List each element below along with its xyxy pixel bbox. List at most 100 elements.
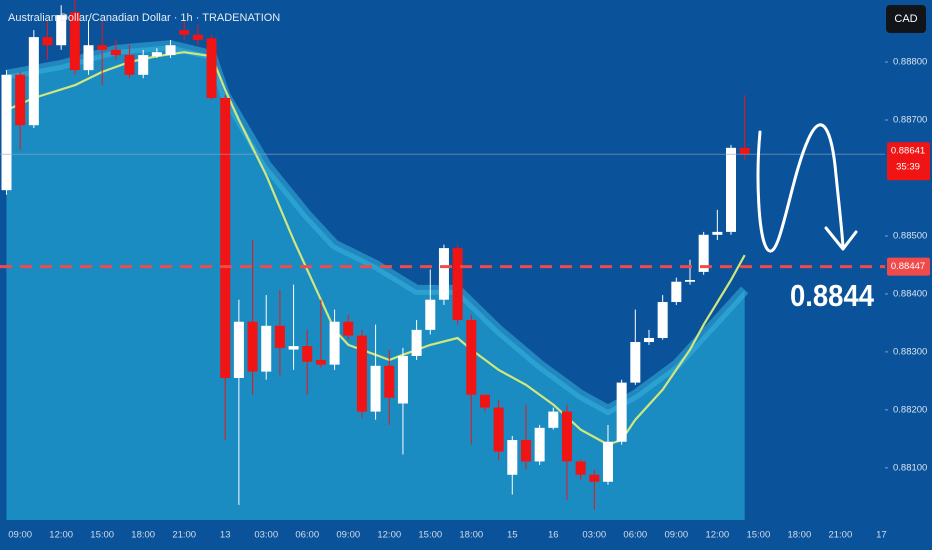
y-tick-label: 0.88200 xyxy=(893,404,927,415)
candle-body xyxy=(411,329,422,356)
chart-title: Australian Dollar/Canadian Dollar · 1h ·… xyxy=(8,12,280,24)
x-tick-label: 18:00 xyxy=(459,530,483,541)
candle-body xyxy=(520,440,531,462)
x-tick-label: 06:00 xyxy=(295,530,319,541)
candle-body xyxy=(110,49,121,56)
candle-body xyxy=(384,365,395,398)
candle-body xyxy=(329,321,340,365)
x-tick-label: 03:00 xyxy=(254,530,278,541)
candle-body xyxy=(179,30,190,35)
x-tick-label: 15 xyxy=(507,530,518,541)
price-label-box xyxy=(887,142,930,181)
x-tick-label: 15:00 xyxy=(418,530,442,541)
x-tick-label: 06:00 xyxy=(623,530,647,541)
candle-body xyxy=(698,234,709,272)
candle-body xyxy=(493,407,504,452)
candle-body xyxy=(138,55,149,75)
candle-body xyxy=(302,346,313,362)
y-tick-label: 0.88100 xyxy=(893,462,927,473)
candle-body xyxy=(479,394,490,408)
y-tick-label: 0.88800 xyxy=(893,57,927,68)
candle-body xyxy=(507,440,518,475)
candle-body xyxy=(261,325,272,372)
candle-body xyxy=(274,325,285,348)
candle-layer xyxy=(1,0,750,510)
candle-body xyxy=(657,302,668,338)
x-tick-label: 03:00 xyxy=(582,530,606,541)
candle-body xyxy=(356,335,367,412)
candle-body xyxy=(397,355,408,404)
candle-body xyxy=(616,382,627,442)
candle-body xyxy=(42,37,53,46)
candle-body xyxy=(151,52,162,57)
x-tick-label: 18:00 xyxy=(131,530,155,541)
candle-body xyxy=(69,12,80,71)
currency-label[interactable]: CAD xyxy=(894,13,917,25)
x-tick-label: 12:00 xyxy=(49,530,73,541)
x-tick-label: 12:00 xyxy=(377,530,401,541)
x-tick-label: 18:00 xyxy=(787,530,811,541)
x-tick-label: 15:00 xyxy=(90,530,114,541)
x-tick-label: 09:00 xyxy=(8,530,32,541)
level-annotation: 0.8844 xyxy=(790,278,875,313)
candle-body xyxy=(589,474,600,482)
candle-body xyxy=(97,45,108,50)
level-label: 0.88447 xyxy=(891,261,925,272)
candle-body xyxy=(602,441,613,482)
countdown-label: 35:39 xyxy=(896,162,920,173)
level-label-box xyxy=(887,257,930,276)
candle-body xyxy=(534,427,545,462)
candle-body xyxy=(233,321,244,378)
candle-body xyxy=(370,365,381,412)
x-tick-label: 21:00 xyxy=(172,530,196,541)
candle-body xyxy=(466,320,477,395)
candle-body xyxy=(452,248,463,320)
candle-body xyxy=(192,34,203,40)
x-tick-label: 17 xyxy=(876,530,887,541)
y-tick-label: 0.88500 xyxy=(893,230,927,241)
candle-body xyxy=(630,342,641,383)
candle-body xyxy=(575,461,586,475)
x-tick-label: 16 xyxy=(548,530,559,541)
candle-body xyxy=(726,147,737,232)
area-layer xyxy=(5,40,749,520)
candle-body xyxy=(15,74,26,126)
x-tick-label: 15:00 xyxy=(746,530,770,541)
currency-button[interactable] xyxy=(886,5,926,33)
y-tick-label: 0.88700 xyxy=(893,115,927,126)
x-tick-label: 21:00 xyxy=(828,530,852,541)
axis-layer: 0.88100 0.88200 0.88300 0.88400 0.88500 0.887… xyxy=(8,57,930,541)
candle-body xyxy=(165,45,176,56)
candle-body xyxy=(548,411,559,428)
y-tick-label: 0.88300 xyxy=(893,346,927,357)
candle-body xyxy=(206,38,217,98)
ma-area xyxy=(6,45,745,520)
candle-body xyxy=(561,411,572,462)
candle-body xyxy=(220,97,231,378)
x-tick-label: 13 xyxy=(220,530,231,541)
candle-body xyxy=(28,37,39,126)
candle-body xyxy=(1,74,12,191)
candle-body xyxy=(343,321,354,336)
candle-body xyxy=(671,281,682,303)
y-tick-label: 0.88400 xyxy=(893,288,927,299)
level-layer: 0.8844 xyxy=(0,153,885,313)
candle-body xyxy=(739,147,750,155)
ma-area-edge xyxy=(5,40,749,416)
x-tick-label: 09:00 xyxy=(664,530,688,541)
candle-body xyxy=(425,299,436,330)
x-tick-label: 09:00 xyxy=(336,530,360,541)
candle-body xyxy=(83,45,94,71)
candle-body xyxy=(685,280,695,282)
price-label: 0.88641 xyxy=(891,146,925,157)
arrow-head xyxy=(824,226,858,251)
arrow-curve xyxy=(756,123,845,253)
candle-body xyxy=(643,337,654,343)
candle-body xyxy=(124,55,135,75)
candle-body xyxy=(712,231,723,235)
candle-body xyxy=(288,346,299,350)
candle-body xyxy=(56,15,67,46)
x-tick-label: 12:00 xyxy=(705,530,729,541)
candle-body xyxy=(438,248,449,300)
